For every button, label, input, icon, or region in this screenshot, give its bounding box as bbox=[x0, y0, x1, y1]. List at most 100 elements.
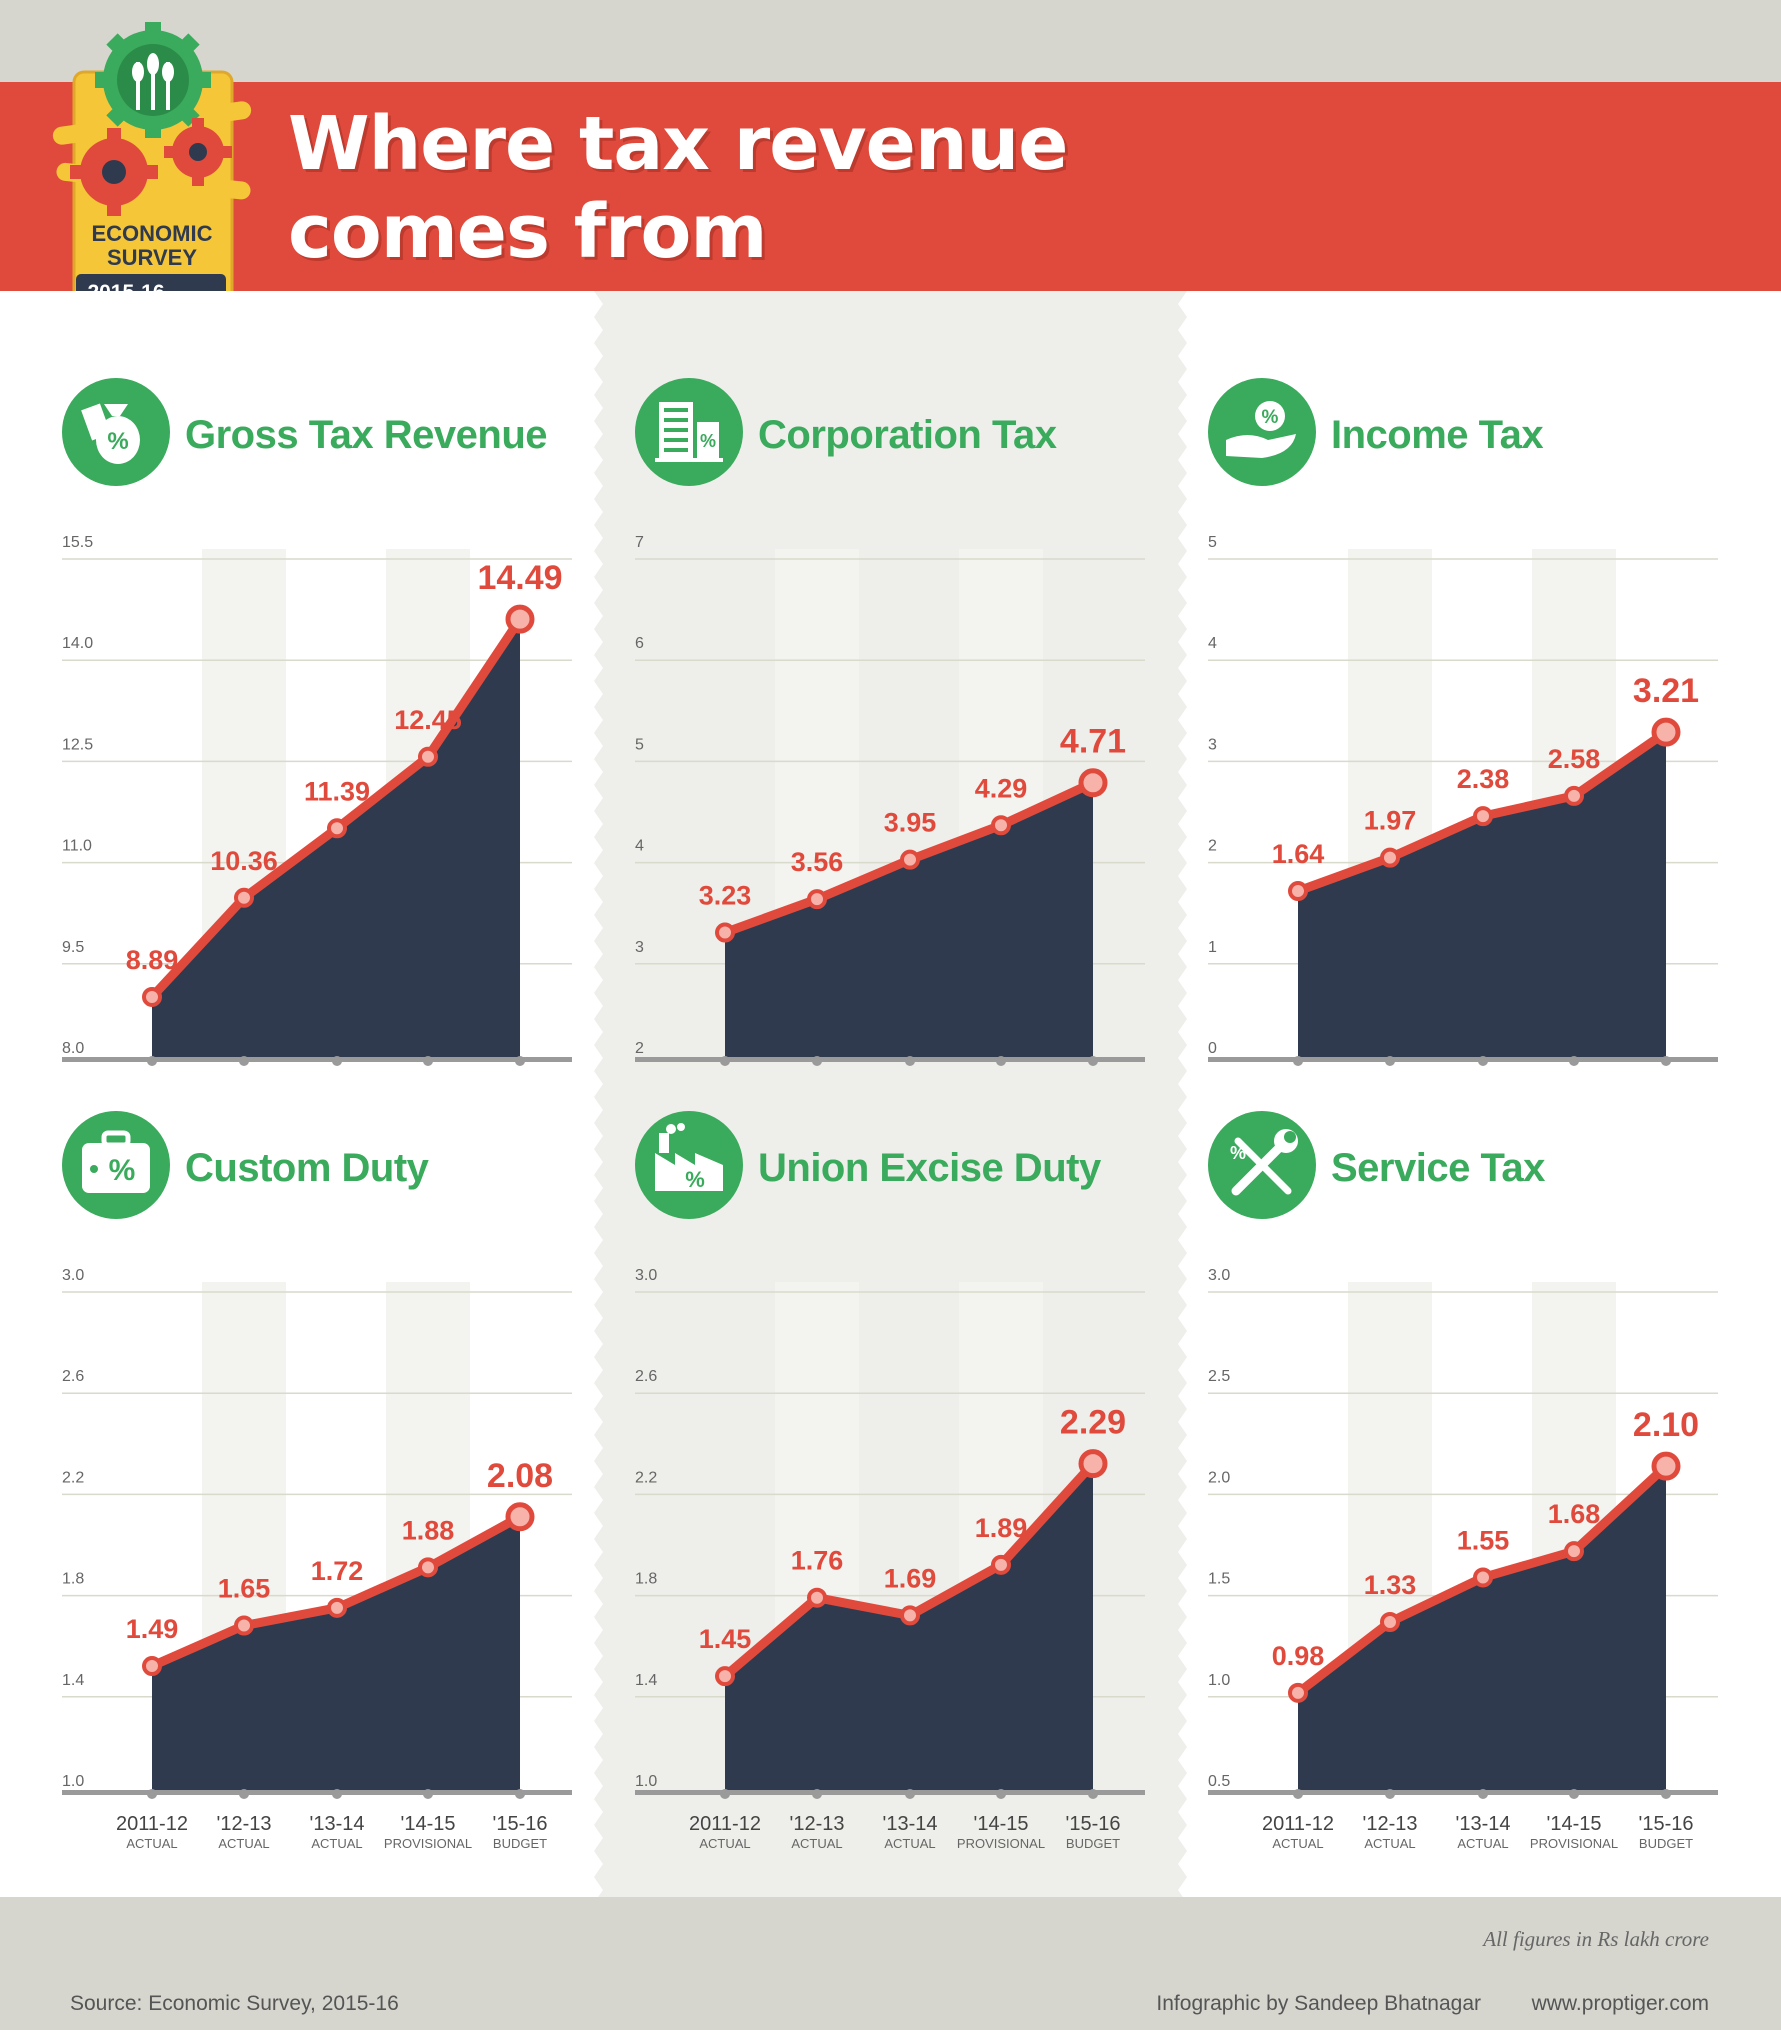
area-fill bbox=[725, 782, 1093, 1057]
data-point bbox=[1564, 1541, 1584, 1562]
chart-title: Corporation Tax bbox=[758, 413, 1057, 457]
window-row bbox=[664, 438, 688, 442]
x-tick-label: '13-14 bbox=[883, 1813, 938, 1835]
chart-title: Income Tax bbox=[1331, 413, 1543, 457]
x-tick-label: 2011-12 bbox=[689, 1813, 761, 1835]
data-point bbox=[1651, 717, 1681, 747]
data-point bbox=[142, 986, 162, 1007]
website-link: www.proptiger.com bbox=[1531, 1992, 1709, 2015]
chart-title: Gross Tax Revenue bbox=[185, 413, 547, 457]
data-label: 0.98 bbox=[1272, 1641, 1325, 1671]
x-tick-dot bbox=[1478, 1789, 1488, 1799]
x-tick-dot bbox=[332, 1056, 342, 1066]
data-label: 14.49 bbox=[477, 559, 562, 597]
y-tick-label: 1.0 bbox=[1208, 1672, 1230, 1689]
data-label: 1.97 bbox=[1364, 806, 1417, 836]
data-point bbox=[1288, 881, 1308, 902]
x-tick-dot bbox=[515, 1789, 525, 1799]
x-tick-dot bbox=[147, 1056, 157, 1066]
x-tick-sublabel: ACTUAL bbox=[1457, 1836, 1508, 1851]
zigzag-edge bbox=[1178, 291, 1187, 1897]
data-label: 4.29 bbox=[975, 773, 1028, 803]
data-label: 1.72 bbox=[311, 1556, 364, 1586]
logo-line2: SURVEY bbox=[107, 245, 197, 270]
percent-glyph: % bbox=[685, 1167, 705, 1192]
middle-column-zigzag bbox=[594, 291, 1187, 1897]
x-tick-label: 2011-12 bbox=[1262, 1813, 1334, 1835]
tag-hole bbox=[90, 1165, 98, 1173]
data-point bbox=[142, 1656, 162, 1677]
x-tick-label: '14-15 bbox=[974, 1813, 1029, 1835]
ground-line bbox=[655, 458, 723, 462]
data-point bbox=[1078, 1449, 1108, 1479]
x-tick-label: '15-16 bbox=[1066, 1813, 1121, 1835]
y-tick-label: 2.0 bbox=[1208, 1469, 1230, 1486]
data-label: 1.68 bbox=[1548, 1499, 1601, 1529]
source-text: Source: Economic Survey, 2015-16 bbox=[70, 1992, 399, 2015]
y-tick-label: 1.4 bbox=[635, 1672, 657, 1689]
data-point bbox=[505, 1502, 535, 1532]
chimney-shape bbox=[659, 1133, 669, 1153]
x-tick-dot bbox=[812, 1056, 822, 1066]
x-tick-sublabel: ACTUAL bbox=[791, 1836, 842, 1851]
data-point bbox=[900, 849, 920, 870]
x-tick-dot bbox=[1088, 1056, 1098, 1066]
data-point bbox=[715, 1666, 735, 1687]
data-label: 4.71 bbox=[1060, 723, 1126, 761]
y-tick-label: 2.6 bbox=[62, 1368, 84, 1385]
y-tick-label: 5 bbox=[1208, 534, 1217, 551]
x-axis-line bbox=[635, 1790, 1145, 1795]
x-tick-dot bbox=[720, 1056, 730, 1066]
x-tick-label: '12-13 bbox=[217, 1813, 272, 1835]
y-tick-label: 2.2 bbox=[62, 1469, 84, 1486]
x-tick-label: '14-15 bbox=[401, 1813, 456, 1835]
data-label: 2.58 bbox=[1548, 744, 1601, 774]
data-label: 1.89 bbox=[975, 1513, 1028, 1543]
x-tick-dot bbox=[423, 1056, 433, 1066]
y-tick-label: 5 bbox=[635, 736, 644, 753]
annex-shape bbox=[697, 422, 719, 458]
factory-body bbox=[655, 1153, 723, 1191]
data-label: 1.65 bbox=[218, 1574, 271, 1604]
percent-glyph: % bbox=[1230, 1143, 1246, 1163]
zigzag-edge bbox=[594, 291, 603, 1897]
x-tick-label: 2011-12 bbox=[116, 1813, 188, 1835]
office-building-icon: % bbox=[655, 402, 723, 462]
data-label: 3.95 bbox=[884, 808, 937, 838]
y-tick-label: 1 bbox=[1208, 939, 1217, 956]
x-tick-label: '12-13 bbox=[1363, 1813, 1418, 1835]
percent-glyph: % bbox=[107, 428, 128, 455]
credit-text: Infographic by Sandeep Bhatnagar bbox=[1156, 1992, 1481, 2015]
x-tick-dot bbox=[1661, 1789, 1671, 1799]
x-axis-line bbox=[1208, 1790, 1718, 1795]
data-label: 1.45 bbox=[699, 1624, 752, 1654]
data-label: 1.64 bbox=[1272, 839, 1325, 869]
y-tick-label: 0.5 bbox=[1208, 1773, 1230, 1790]
factory-icon: % bbox=[655, 1123, 723, 1192]
x-tick-dot bbox=[515, 1056, 525, 1066]
x-tick-dot bbox=[1293, 1056, 1303, 1066]
data-point bbox=[1473, 806, 1493, 827]
data-label: 10.36 bbox=[210, 846, 278, 876]
x-tick-sublabel: BUDGET bbox=[493, 1836, 547, 1851]
x-tick-dot bbox=[996, 1056, 1006, 1066]
smoke-shape bbox=[666, 1124, 676, 1134]
data-label: 1.33 bbox=[1364, 1570, 1417, 1600]
y-tick-label: 4 bbox=[635, 838, 644, 855]
bag-body bbox=[96, 416, 140, 464]
x-tick-dot bbox=[1088, 1789, 1098, 1799]
x-tick-dot bbox=[239, 1056, 249, 1066]
x-tick-sublabel: PROVISIONAL bbox=[384, 1836, 472, 1851]
data-point bbox=[234, 887, 254, 908]
y-tick-label: 8.0 bbox=[62, 1040, 84, 1057]
data-point bbox=[327, 818, 347, 839]
suitcase-icon: % bbox=[82, 1130, 150, 1193]
x-tick-sublabel: PROVISIONAL bbox=[1530, 1836, 1618, 1851]
x-tick-label: '15-16 bbox=[493, 1813, 548, 1835]
x-tick-label: '14-15 bbox=[1547, 1813, 1602, 1835]
y-tick-label: 15.5 bbox=[62, 534, 93, 551]
x-tick-dot bbox=[1569, 1789, 1579, 1799]
area-fill bbox=[725, 1463, 1093, 1790]
data-label: 1.55 bbox=[1457, 1525, 1510, 1555]
x-tick-sublabel: ACTUAL bbox=[218, 1836, 269, 1851]
